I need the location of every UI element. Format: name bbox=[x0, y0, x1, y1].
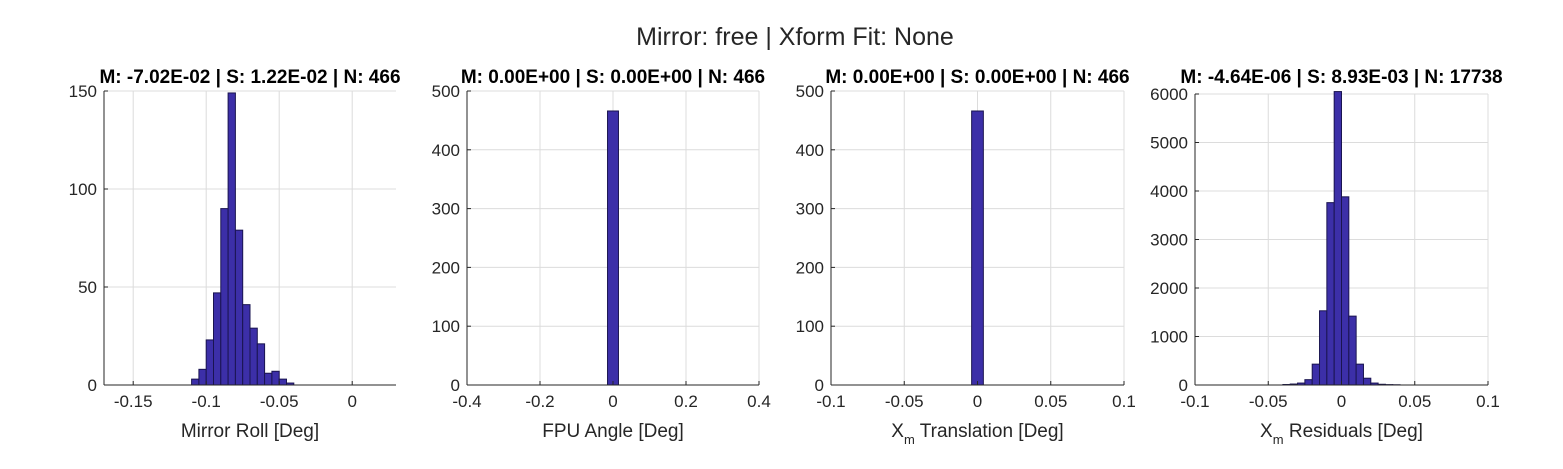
histogram-bar bbox=[1311, 363, 1321, 386]
x-tick-label: 0.2 bbox=[674, 392, 698, 411]
x-tick-label: -0.2 bbox=[525, 392, 554, 411]
y-tick-label: 400 bbox=[796, 141, 824, 160]
y-tick-label: 6000 bbox=[1150, 85, 1188, 104]
y-tick-label: 500 bbox=[432, 82, 460, 101]
histogram-bar bbox=[198, 368, 207, 386]
x-tick-label: 0.1 bbox=[1112, 392, 1136, 411]
x-tick-label: -0.15 bbox=[114, 392, 153, 411]
histogram-bar bbox=[607, 110, 619, 386]
histogram-bar bbox=[234, 229, 244, 386]
histogram-bar bbox=[971, 110, 984, 386]
y-tick-label: 0 bbox=[451, 376, 460, 395]
x-axis-label: Xm Residuals [Deg] bbox=[1260, 421, 1423, 447]
histogram-bar bbox=[213, 292, 222, 386]
x-axis-label: Mirror Roll [Deg] bbox=[181, 421, 319, 442]
histogram-bar bbox=[205, 339, 214, 386]
histogram-bar bbox=[249, 327, 258, 386]
histogram-panel-4: -0.1 -0.05 0 0.05 0.1 0 1000 2000 3000 4000 5000 60… bbox=[1150, 67, 1502, 447]
y-tick-label: 2000 bbox=[1150, 279, 1188, 298]
x-tick-label: -0.1 bbox=[192, 392, 221, 411]
histogram-bar bbox=[271, 370, 280, 386]
y-tick-label: 100 bbox=[796, 317, 824, 336]
y-tick-label: 300 bbox=[796, 200, 824, 219]
histogram-bar bbox=[1348, 315, 1357, 386]
x-tick-label: -0.05 bbox=[885, 392, 924, 411]
x-tick-label: 0.1 bbox=[1476, 392, 1500, 411]
y-tick-label: 200 bbox=[796, 258, 824, 277]
y-tick-label: 3000 bbox=[1150, 231, 1188, 250]
y-tick-label: 0 bbox=[88, 376, 97, 395]
histogram-bar bbox=[1304, 379, 1313, 386]
y-tick-label: 5000 bbox=[1150, 134, 1188, 153]
y-tick-label: 0 bbox=[1179, 376, 1188, 395]
x-tick-label: -0.05 bbox=[260, 392, 299, 411]
x-axis-label: Xm Translation [Deg] bbox=[891, 421, 1063, 447]
x-tick-label: 0 bbox=[1337, 392, 1346, 411]
y-tick-label: 400 bbox=[432, 141, 460, 160]
y-tick-label: 150 bbox=[69, 82, 97, 101]
y-tick-label: 200 bbox=[432, 258, 460, 277]
histogram-bar bbox=[191, 378, 200, 386]
histogram-bar bbox=[1362, 377, 1372, 386]
histogram-bar bbox=[1326, 202, 1335, 386]
y-tick-label: 50 bbox=[78, 278, 97, 297]
y-tick-label: 100 bbox=[432, 317, 460, 336]
x-axis-label: FPU Angle [Deg] bbox=[542, 421, 684, 442]
x-tick-label: -0.4 bbox=[452, 392, 481, 411]
y-tick-label: 500 bbox=[796, 82, 824, 101]
panel-title: M: 0.00E+00 | S: 0.00E+00 | N: 466 bbox=[825, 67, 1129, 88]
histogram-bar bbox=[264, 372, 273, 386]
panel-title: M: -4.64E-06 | S: 8.93E-03 | N: 17738 bbox=[1180, 67, 1502, 88]
x-tick-label: -0.05 bbox=[1249, 392, 1288, 411]
histogram-bar bbox=[220, 208, 229, 386]
y-tick-label: 1000 bbox=[1150, 328, 1188, 347]
x-tick-label: -0.1 bbox=[1180, 392, 1209, 411]
panel-title: M: 0.00E+00 | S: 0.00E+00 | N: 466 bbox=[461, 67, 765, 88]
figure-suptitle: Mirror: free | Xform Fit: None bbox=[636, 23, 954, 51]
histogram-bar bbox=[1319, 310, 1328, 386]
panel-title: M: -7.02E-02 | S: 1.22E-02 | N: 466 bbox=[99, 67, 400, 88]
y-tick-label: 4000 bbox=[1150, 182, 1188, 201]
histogram-bar bbox=[242, 304, 251, 386]
histogram-bar bbox=[1341, 196, 1350, 386]
x-tick-label: 0.4 bbox=[747, 392, 771, 411]
y-tick-label: 300 bbox=[432, 200, 460, 219]
x-tick-label: -0.1 bbox=[816, 392, 845, 411]
histogram-bar bbox=[1333, 91, 1343, 386]
x-tick-label: 0.05 bbox=[1034, 392, 1067, 411]
histogram-bar bbox=[256, 343, 266, 386]
histogram-bar bbox=[1355, 363, 1364, 386]
histogram-bar bbox=[278, 378, 288, 386]
histogram-bar bbox=[227, 92, 236, 386]
x-tick-label: 0.05 bbox=[1398, 392, 1431, 411]
x-tick-label: 0 bbox=[973, 392, 982, 411]
y-tick-label: 0 bbox=[815, 376, 824, 395]
y-tick-label: 100 bbox=[69, 180, 97, 199]
x-tick-label: 0 bbox=[347, 392, 356, 411]
x-tick-label: 0 bbox=[608, 392, 617, 411]
